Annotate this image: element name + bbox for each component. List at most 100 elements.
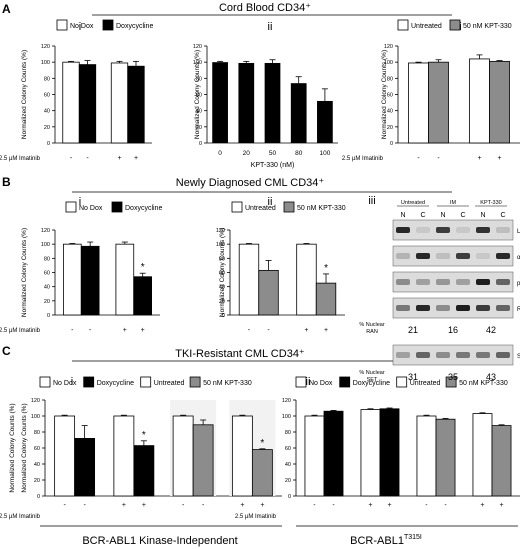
imatinib-label: 2.5 µM Imatinib — [0, 514, 41, 520]
blot-band — [436, 279, 450, 285]
y-tick-label: 20 — [34, 478, 40, 484]
chart-a-iii: iii020406080100120Normalized Colony Coun… — [342, 19, 520, 162]
imatinib-sign: - — [267, 327, 270, 334]
blot-band — [436, 305, 450, 311]
bar — [238, 243, 260, 316]
legend-swatch — [445, 376, 457, 388]
y-tick-label: 40 — [44, 109, 50, 115]
significance-star: * — [142, 430, 146, 441]
bar — [323, 410, 344, 497]
bar — [80, 245, 100, 316]
nuclear-set-label: % Nuclear — [359, 370, 385, 376]
blot-band — [496, 253, 510, 259]
imatinib-sign: + — [304, 327, 308, 334]
imatinib-label: 2.5 µM Imatinib — [235, 514, 277, 520]
panel-sub-label: ii — [268, 196, 273, 208]
blot-band — [496, 227, 510, 233]
y-axis-title: Normalized Colony Counts (%) — [381, 50, 388, 139]
y-tick-label: 120 — [282, 398, 291, 404]
imatinib-label: 2.5 µM Imatinib — [0, 328, 41, 334]
legend-label: Untreated — [154, 380, 185, 387]
y-tick-label: 0 — [47, 141, 50, 147]
blot-nc-label: C — [420, 212, 425, 219]
nuclear-set-label: SET — [367, 377, 378, 383]
bar — [296, 243, 317, 316]
y-tick-label: 0 — [390, 141, 393, 147]
y-tick-label: 80 — [44, 76, 50, 82]
y-tick-label: 100 — [31, 414, 40, 420]
bar — [491, 425, 512, 497]
imatinib-sign: - — [417, 155, 420, 162]
y-tick-label: 40 — [387, 109, 393, 115]
imatinib-sign: + — [123, 327, 127, 334]
imatinib-sign: - — [313, 502, 316, 509]
bar — [133, 445, 155, 497]
y-tick-label: 60 — [44, 93, 50, 99]
blot-band — [396, 279, 410, 285]
blot-band — [456, 352, 470, 358]
blot-band — [416, 253, 430, 259]
blot-row-label: RAN — [517, 307, 520, 313]
y-tick-label: 20 — [219, 299, 225, 305]
imatinib-sign: + — [134, 155, 138, 162]
y-tick-label: 40 — [219, 285, 225, 291]
blot-band — [436, 253, 450, 259]
bar — [251, 449, 273, 497]
blot-row-label: p53 — [517, 281, 520, 287]
y-tick-label: 40 — [196, 109, 202, 115]
bar — [428, 61, 449, 144]
bar — [54, 415, 76, 497]
blot-band — [456, 227, 470, 233]
blot-band — [456, 253, 470, 259]
legend-label: Untreated — [410, 380, 441, 387]
imatinib-sign: - — [86, 155, 89, 162]
bar — [110, 62, 129, 144]
chart-a-i: i 0 20 40 60 80 100 120 Normalized Colony Counts… — [0, 19, 153, 162]
y-tick-label: 80 — [44, 256, 50, 262]
y-tick-label: 100 — [216, 242, 225, 248]
panel-letter-c: C — [2, 344, 11, 358]
legend-label: 50 nM KPT-330 — [463, 23, 512, 30]
imatinib-sign: - — [63, 502, 66, 509]
blot-header: Untreated — [401, 200, 425, 206]
y-tick-label: 20 — [285, 478, 291, 484]
legend-label: Doxycycline — [353, 380, 390, 387]
legend-label: No Dox — [70, 23, 94, 30]
blot-band — [476, 305, 490, 311]
bar — [408, 62, 429, 144]
blot-band — [416, 279, 430, 285]
bar — [172, 415, 194, 497]
bar — [212, 62, 228, 143]
bar — [238, 62, 255, 143]
bar — [290, 83, 307, 143]
legend-swatch — [65, 201, 77, 213]
imatinib-sign: - — [71, 327, 74, 334]
legend-swatch — [140, 376, 152, 388]
bar — [360, 409, 381, 497]
blot-nc-label: C — [500, 212, 505, 219]
blot-strip — [392, 271, 514, 293]
legend-swatch — [231, 201, 243, 213]
blot-row-label: α-Tubulin — [517, 255, 520, 261]
legend-swatch — [295, 376, 307, 388]
y-tick-label: 80 — [34, 430, 40, 436]
x-tick-label: 20 — [243, 150, 251, 157]
y-tick-label: 60 — [285, 446, 291, 452]
blot-nc-label: C — [460, 212, 465, 219]
y-tick-label: 60 — [387, 93, 393, 99]
legend-label: Doxycycline — [116, 23, 153, 30]
imatinib-sign: + — [387, 502, 391, 509]
y-axis-title: Normalized Colony Counts (%) — [21, 403, 28, 492]
legend-label: Untreated — [245, 205, 276, 212]
y-tick-label: 80 — [219, 256, 225, 262]
y-axis-title: Normalized Colony Counts (%) — [9, 403, 16, 492]
blot-label: iii — [368, 195, 375, 207]
legend-label: No Dox — [53, 380, 77, 387]
blot-band — [456, 305, 470, 311]
bar — [315, 282, 337, 316]
y-tick-label: 40 — [44, 285, 50, 291]
legend-label: 50 nM KPT-330 — [459, 380, 508, 387]
